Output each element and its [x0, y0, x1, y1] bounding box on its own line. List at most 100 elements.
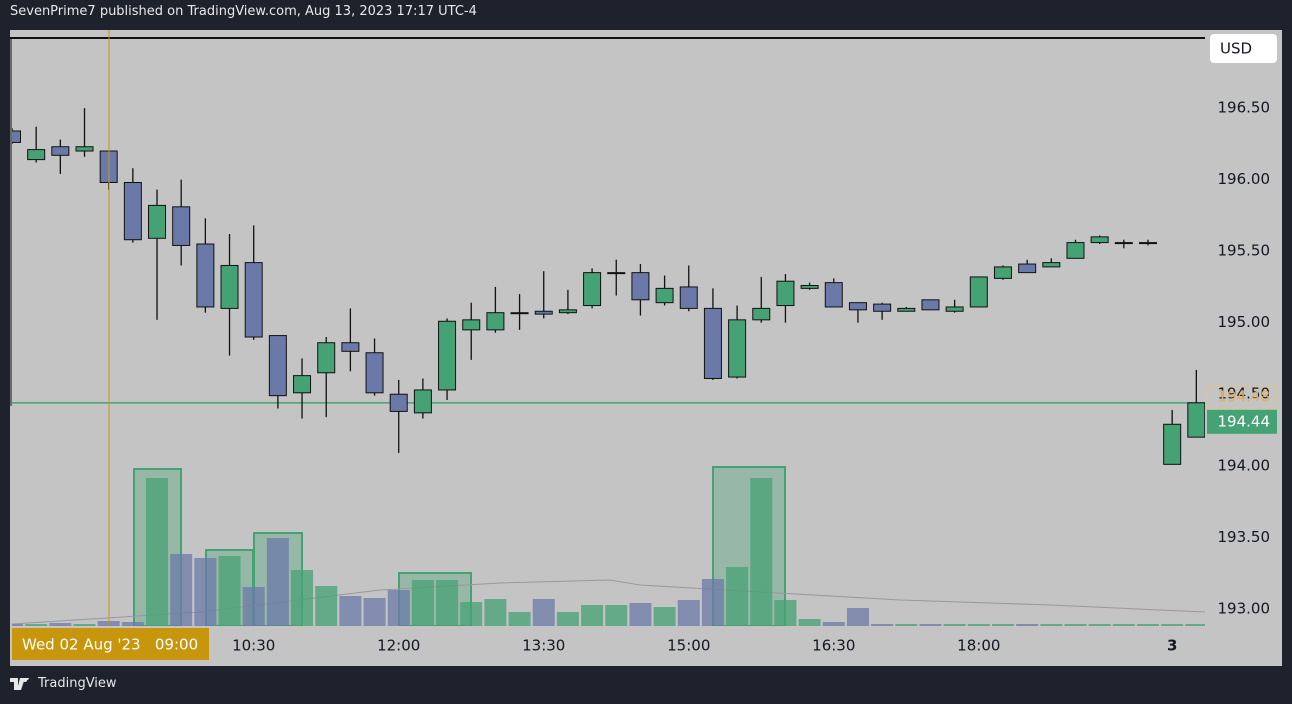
candle-body: [365, 352, 384, 394]
logo: [10, 677, 29, 690]
volume-bar: [1185, 624, 1205, 626]
x-tick-label: 12:00: [377, 637, 420, 655]
candle-body: [293, 375, 312, 394]
candle-body: [413, 389, 432, 414]
marker-price-label: 194.48: [1218, 388, 1271, 406]
volume-bar: [677, 600, 700, 626]
candle-body: [268, 335, 287, 397]
candle-body: [1090, 236, 1109, 244]
candle-body: [148, 204, 167, 239]
volume-bar: [774, 600, 797, 626]
volume-bar: [1064, 624, 1087, 626]
candle-body: [607, 272, 626, 275]
volume-bar: [170, 554, 193, 626]
currency: USD: [1220, 40, 1252, 58]
volume-bar: [484, 599, 507, 626]
candle-body: [921, 299, 940, 311]
candle-body: [655, 287, 674, 304]
y-tick-label: 196.50: [1218, 99, 1271, 117]
volume-bar: [460, 602, 483, 626]
volume-bar: [895, 624, 918, 626]
x-tick-label: 13:30: [522, 637, 565, 655]
volume-bar: [701, 579, 724, 626]
volume-bar: [653, 607, 676, 626]
candle-body: [848, 302, 867, 311]
volume-bar: [1088, 624, 1111, 626]
candle-body: [1042, 262, 1061, 268]
candle-body: [824, 282, 843, 308]
candle-body: [679, 286, 698, 309]
candle-body: [1018, 263, 1037, 274]
currency-box: [1210, 34, 1277, 63]
y-tick-label: 194.00: [1218, 456, 1271, 474]
volume-bar: [1136, 624, 1159, 626]
candle-body: [583, 272, 602, 307]
candle-body: [728, 319, 747, 378]
candle-body: [703, 307, 722, 379]
volume-bar: [798, 619, 821, 626]
volume-bar: [581, 605, 604, 626]
volume-bar: [218, 556, 241, 626]
last-price-box: [1207, 409, 1277, 434]
volume-bar: [363, 598, 386, 626]
volume-bar: [411, 580, 434, 626]
volume-bar: [1112, 624, 1135, 626]
candle-body: [220, 264, 239, 309]
volume-bar: [556, 612, 579, 626]
candle-body: [196, 243, 215, 308]
volume-bar: [991, 624, 1014, 626]
volume-bar: [629, 603, 652, 626]
volume-layer: [12, 466, 1205, 626]
candle-layer: [12, 108, 1205, 465]
candle-body: [438, 320, 457, 391]
candle-body: [462, 319, 481, 331]
candle-body: [534, 310, 553, 315]
candle-body: [75, 146, 94, 152]
y-tick-label: 194.50: [1218, 385, 1271, 403]
volume-bar: [387, 590, 410, 626]
crosshair-label-box: [12, 628, 209, 660]
candle-body: [1138, 242, 1157, 245]
candle-body: [897, 307, 916, 312]
x-tick-label: 18:00: [957, 637, 1000, 655]
volume-bar: [967, 624, 990, 626]
volume-bar: [532, 599, 555, 626]
volume-bar: [726, 567, 749, 626]
publisher-header: SevenPrime7 published on TradingView.com…: [10, 4, 477, 19]
volume-bar: [822, 622, 845, 626]
volume-bar: [871, 624, 894, 626]
y-tick-label: 195.00: [1218, 313, 1271, 331]
candle-body: [873, 303, 892, 312]
volume-bar: [49, 623, 72, 626]
volume-bar: [750, 478, 773, 626]
y-tick-label: 195.50: [1218, 242, 1271, 260]
volume-bar: [1016, 624, 1039, 626]
candle-body: [486, 312, 505, 331]
volume-bar: [846, 608, 869, 626]
candle-body: [752, 307, 771, 321]
volume-bar: [291, 570, 314, 626]
volume-average: [12, 579, 1205, 625]
candle-body: [1187, 402, 1205, 438]
candle-body: [341, 342, 360, 352]
y-tick-label: 193.00: [1218, 599, 1271, 617]
candle-body: [12, 130, 21, 143]
volume-bar: [242, 587, 265, 626]
volume-bar: [315, 586, 338, 626]
marker-price-box: [1206, 385, 1278, 409]
y-tick-label: 196.00: [1218, 170, 1271, 188]
volume-bar: [508, 612, 531, 626]
volume-bar: [339, 596, 362, 626]
candle-body: [1114, 242, 1133, 245]
volume-bar: [73, 624, 96, 626]
volume-bar: [25, 624, 48, 626]
x-tick-label: 10:30: [232, 637, 275, 655]
volume-bar: [146, 478, 169, 626]
y-tick-label: 193.50: [1218, 528, 1271, 546]
candle-body: [1066, 242, 1085, 259]
volume-bar: [943, 624, 966, 626]
brand: TradingView: [38, 676, 117, 691]
x-tick-label: 15:00: [667, 637, 710, 655]
candle-body: [969, 276, 988, 308]
